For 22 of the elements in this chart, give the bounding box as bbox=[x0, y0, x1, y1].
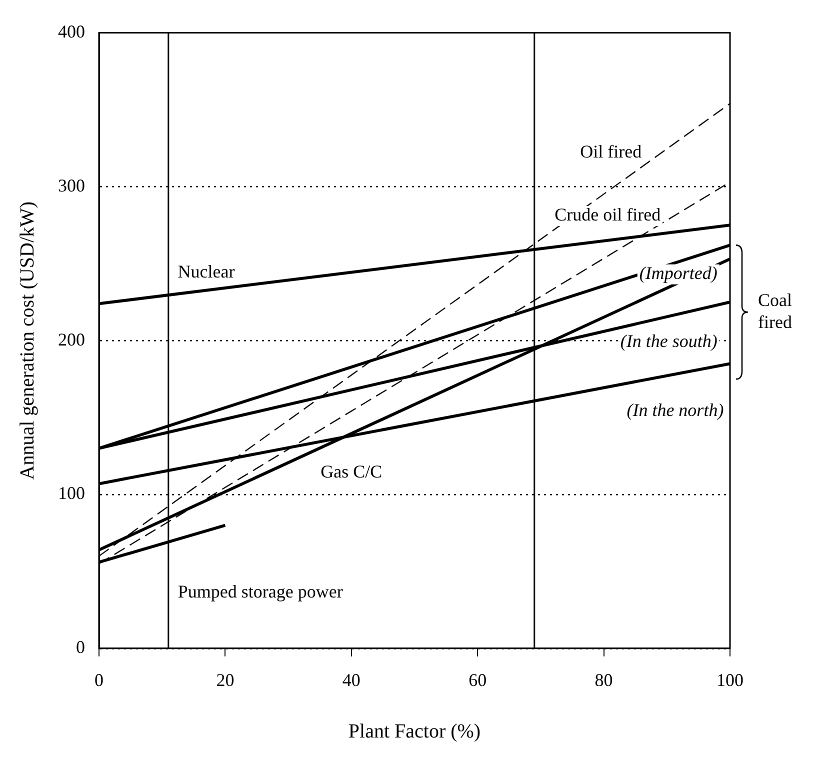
series-label: Nuclear bbox=[178, 262, 235, 282]
text: Pumped storage power bbox=[178, 582, 343, 602]
x-axis-title: Plant Factor (%) bbox=[348, 720, 481, 742]
y-tick-label: 100 bbox=[58, 483, 85, 504]
series-label: (Imported) bbox=[639, 263, 718, 284]
series-label: Oil fired bbox=[580, 142, 642, 162]
y-tick-label: 300 bbox=[58, 175, 85, 196]
series-label: Gas C/C bbox=[320, 462, 382, 482]
series-label: (In the north) bbox=[626, 400, 724, 420]
x-tick-label: 100 bbox=[716, 670, 744, 690]
series-label: (In the south) bbox=[620, 330, 718, 351]
text: Coal fired bbox=[758, 290, 792, 332]
x-tick-label: 60 bbox=[468, 670, 487, 690]
y-axis-title: Annual generation cost (USD/kW) bbox=[16, 201, 38, 480]
y-tick-label: 200 bbox=[58, 329, 85, 350]
y-tick-label: 0 bbox=[76, 637, 85, 658]
x-tick-label: 40 bbox=[342, 670, 360, 690]
x-tick-label: 20 bbox=[216, 670, 234, 690]
y-tick-label: 400 bbox=[58, 22, 85, 42]
series-label: Crude oil fired bbox=[554, 204, 661, 225]
x-tick-label: 0 bbox=[94, 670, 104, 690]
x-tick-label: 80 bbox=[594, 670, 613, 690]
